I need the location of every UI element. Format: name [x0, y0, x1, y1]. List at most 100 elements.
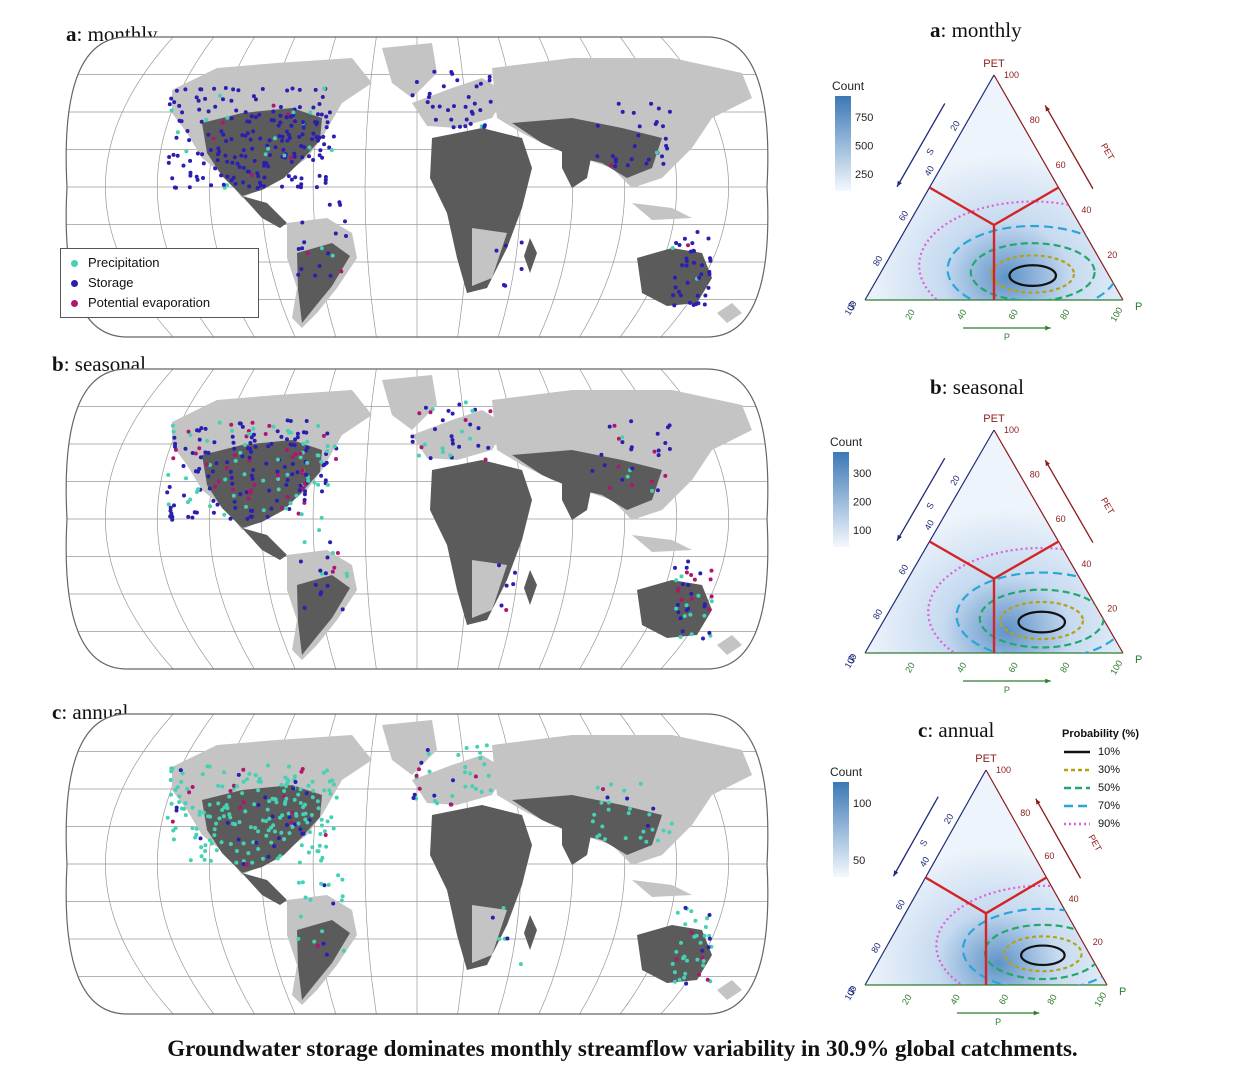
catchment-dot: [317, 528, 322, 533]
catchment-dot: [214, 821, 219, 826]
catchment-dot: [206, 814, 210, 819]
catchment-dot: [296, 511, 301, 516]
catchment-dot: [286, 811, 291, 816]
catchment-dot: [312, 939, 317, 944]
catchment-dot: [433, 427, 437, 432]
catchment-dot: [276, 457, 280, 462]
catchment-dot: [322, 86, 327, 91]
catchment-dot: [237, 165, 242, 169]
catchment-dot: [249, 488, 254, 493]
catchment-dot: [225, 183, 229, 188]
catchment-dot: [223, 477, 228, 482]
catchment-dot: [463, 418, 468, 422]
catchment-dot: [430, 407, 435, 412]
catchment-dot: [225, 159, 230, 164]
catchment-dot: [323, 180, 328, 185]
catchment-dot: [451, 125, 456, 130]
tick-label-s: 60: [893, 898, 907, 912]
map-longitude-gridline: [157, 714, 215, 1014]
catchment-dot: [503, 283, 508, 288]
catchment-dot: [253, 97, 258, 102]
catchment-dot: [606, 800, 611, 805]
catchment-dot: [677, 243, 682, 247]
catchment-dot: [292, 443, 297, 448]
catchment-dot: [656, 838, 660, 843]
tick-label-p: 100: [1108, 658, 1124, 676]
catchment-dot: [309, 813, 314, 817]
s-direction-arrow: [896, 103, 946, 188]
tick-label-s: 40: [922, 164, 936, 178]
catchment-dot: [253, 825, 258, 830]
catchment-dot: [612, 423, 617, 428]
density-fill: [865, 75, 1123, 300]
catchment-dot: [318, 832, 323, 836]
catchment-dot: [265, 807, 270, 812]
catchment-dot: [649, 101, 654, 106]
catchment-dot: [497, 563, 501, 568]
catchment-dot: [412, 792, 417, 797]
catchment-dot: [218, 93, 223, 98]
africa-south-shape: [472, 905, 507, 963]
catchment-dot: [468, 436, 473, 441]
catchment-dot: [675, 588, 680, 593]
catchment-dot: [689, 930, 694, 935]
catchment-dot: [469, 109, 474, 114]
probability-legend-title: Probability (%): [1062, 728, 1140, 740]
indonesia-shape: [632, 203, 692, 220]
catchment-dot: [636, 133, 641, 138]
catchment-dot: [305, 251, 310, 256]
catchment-dot: [222, 805, 227, 810]
catchment-dot: [328, 540, 333, 545]
catchment-dot: [706, 285, 711, 290]
catchment-dot: [229, 475, 234, 480]
density-fill: [865, 770, 1107, 985]
catchment-dot: [328, 273, 333, 278]
catchment-dot: [689, 591, 694, 596]
catchment-dot: [661, 124, 665, 129]
catchment-dot: [450, 411, 455, 416]
catchment-dot: [458, 124, 462, 129]
north-america-dark-shape: [202, 108, 322, 196]
catchment-dot: [319, 246, 324, 251]
catchment-dot: [595, 785, 600, 790]
catchment-dot: [197, 107, 202, 112]
catchment-dot: [300, 132, 305, 137]
catchment-dot: [266, 854, 271, 859]
p-direction-arrow-head: [1033, 1010, 1040, 1016]
catchment-dot: [270, 814, 275, 819]
catchment-dot: [203, 96, 208, 101]
catchment-dot: [463, 765, 468, 770]
catchment-dot: [299, 176, 304, 181]
catchment-dot: [173, 441, 178, 446]
catchment-dot: [441, 450, 445, 454]
catchment-dot: [228, 815, 233, 820]
catchment-dot: [197, 812, 202, 817]
catchment-dot: [334, 457, 338, 461]
catchment-dot: [183, 813, 188, 818]
catchment-dot: [282, 153, 287, 158]
catchment-dot: [205, 438, 210, 443]
catchment-dot: [233, 822, 238, 827]
tick-label-p: 80: [1058, 661, 1072, 675]
catchment-dot: [211, 136, 216, 141]
catchment-dot: [262, 175, 267, 180]
catchment-dot: [682, 614, 687, 618]
catchment-dot: [320, 929, 325, 934]
catchment-dot: [417, 786, 422, 791]
catchment-dot: [297, 488, 302, 493]
catchment-dot: [672, 970, 677, 975]
catchment-dot: [332, 565, 337, 570]
indonesia-shape: [632, 880, 692, 897]
tick-label-pet: 40: [1081, 559, 1091, 569]
probability-legend-item-90: 90%: [1064, 818, 1121, 830]
catchment-dot: [667, 109, 672, 114]
catchment-dot: [325, 120, 330, 125]
catchment-dot: [178, 768, 183, 773]
catchment-dot: [241, 859, 246, 864]
catchment-dot: [689, 632, 694, 637]
catchment-dot: [317, 843, 322, 848]
catchment-dot: [287, 815, 292, 820]
contour-10: [1017, 610, 1067, 634]
catchment-dot: [299, 267, 304, 272]
catchment-dot: [232, 446, 237, 451]
